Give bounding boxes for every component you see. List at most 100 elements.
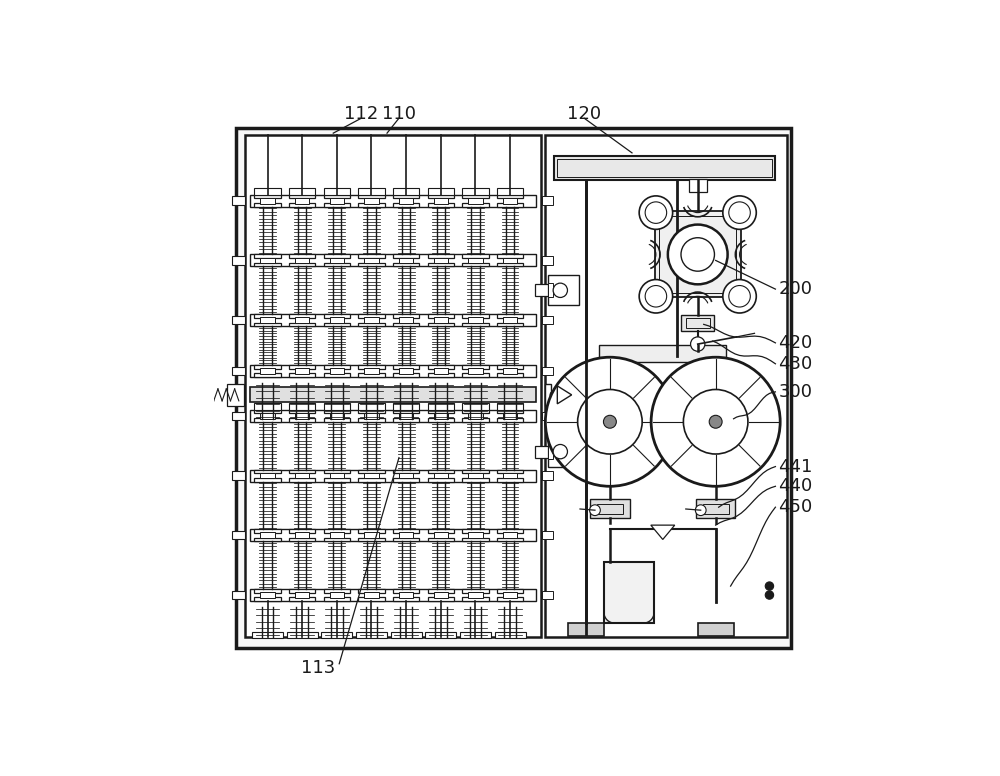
- Bar: [497, 598, 523, 601]
- Bar: [468, 532, 483, 538]
- Bar: [548, 437, 579, 466]
- Bar: [358, 365, 385, 369]
- Bar: [497, 188, 523, 195]
- Bar: [686, 318, 710, 328]
- Bar: [503, 532, 517, 538]
- Text: 112: 112: [344, 105, 378, 123]
- Bar: [250, 529, 536, 542]
- Bar: [364, 258, 379, 263]
- Bar: [330, 413, 344, 418]
- Bar: [260, 368, 275, 374]
- Text: 110: 110: [382, 105, 416, 123]
- Bar: [599, 345, 726, 362]
- Circle shape: [578, 390, 642, 454]
- Text: 441: 441: [778, 458, 813, 476]
- Bar: [330, 317, 344, 323]
- Bar: [260, 258, 275, 263]
- Bar: [358, 323, 385, 326]
- Bar: [358, 203, 385, 206]
- Bar: [462, 365, 489, 369]
- Bar: [460, 632, 491, 638]
- Circle shape: [691, 337, 705, 352]
- Bar: [689, 178, 707, 192]
- Bar: [358, 195, 385, 199]
- Bar: [503, 368, 517, 374]
- Bar: [289, 410, 315, 414]
- Bar: [260, 592, 275, 598]
- Bar: [548, 275, 579, 305]
- Bar: [393, 188, 419, 195]
- Bar: [462, 263, 489, 266]
- Circle shape: [603, 415, 616, 428]
- Bar: [681, 315, 714, 331]
- Bar: [604, 562, 654, 623]
- Circle shape: [668, 224, 728, 284]
- Bar: [254, 195, 281, 199]
- Bar: [497, 263, 523, 266]
- Bar: [324, 365, 350, 369]
- Bar: [250, 589, 536, 601]
- Bar: [324, 410, 350, 414]
- Bar: [393, 203, 419, 206]
- Bar: [260, 317, 275, 323]
- Bar: [324, 589, 350, 593]
- Bar: [393, 323, 419, 326]
- Bar: [428, 188, 454, 195]
- Bar: [399, 592, 413, 598]
- Bar: [468, 198, 483, 203]
- Bar: [254, 365, 281, 369]
- Bar: [245, 135, 541, 637]
- Bar: [324, 373, 350, 377]
- Bar: [548, 283, 553, 297]
- Bar: [232, 531, 245, 539]
- Bar: [462, 314, 489, 318]
- Bar: [289, 255, 315, 258]
- Bar: [535, 445, 548, 458]
- Bar: [358, 478, 385, 481]
- Bar: [542, 196, 553, 205]
- Bar: [497, 365, 523, 369]
- Bar: [254, 255, 281, 258]
- Bar: [358, 255, 385, 258]
- Bar: [295, 258, 309, 263]
- Bar: [434, 413, 448, 418]
- Bar: [545, 384, 551, 406]
- Bar: [232, 316, 245, 324]
- Bar: [497, 469, 523, 473]
- Circle shape: [590, 505, 600, 515]
- Bar: [557, 159, 772, 177]
- Bar: [497, 323, 523, 326]
- Bar: [250, 365, 536, 377]
- Bar: [358, 263, 385, 266]
- Bar: [232, 471, 245, 480]
- Bar: [364, 317, 379, 323]
- Bar: [495, 632, 526, 638]
- Bar: [250, 314, 536, 326]
- Bar: [428, 373, 454, 377]
- Bar: [462, 598, 489, 601]
- Bar: [393, 410, 419, 414]
- Bar: [391, 632, 422, 638]
- Bar: [428, 263, 454, 266]
- Bar: [393, 403, 419, 410]
- Bar: [232, 196, 245, 205]
- Bar: [364, 473, 379, 478]
- Bar: [250, 469, 536, 481]
- Bar: [324, 255, 350, 258]
- Bar: [295, 317, 309, 323]
- Bar: [260, 198, 275, 203]
- Bar: [542, 591, 553, 599]
- Bar: [358, 538, 385, 542]
- Bar: [554, 156, 775, 180]
- Bar: [289, 373, 315, 377]
- Bar: [324, 314, 350, 318]
- Bar: [324, 538, 350, 542]
- Bar: [434, 258, 448, 263]
- Bar: [462, 589, 489, 593]
- Bar: [497, 589, 523, 593]
- Text: 440: 440: [778, 477, 813, 495]
- Bar: [428, 418, 454, 422]
- Bar: [358, 529, 385, 533]
- Bar: [260, 473, 275, 478]
- Bar: [399, 258, 413, 263]
